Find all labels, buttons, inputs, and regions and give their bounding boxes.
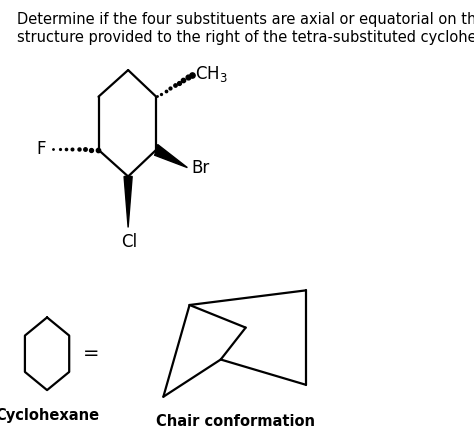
Text: CH$_3$: CH$_3$ xyxy=(195,64,228,84)
Text: Determine if the four substituents are axial or equatorial on the chair
structur: Determine if the four substituents are a… xyxy=(18,12,474,45)
Text: Cyclohexane: Cyclohexane xyxy=(0,408,99,423)
Text: Br: Br xyxy=(191,160,210,178)
Polygon shape xyxy=(155,145,187,168)
Text: =: = xyxy=(82,344,99,363)
Text: Chair conformation: Chair conformation xyxy=(156,414,315,429)
Polygon shape xyxy=(124,177,132,227)
Text: F: F xyxy=(36,140,46,157)
Text: Cl: Cl xyxy=(122,233,138,251)
